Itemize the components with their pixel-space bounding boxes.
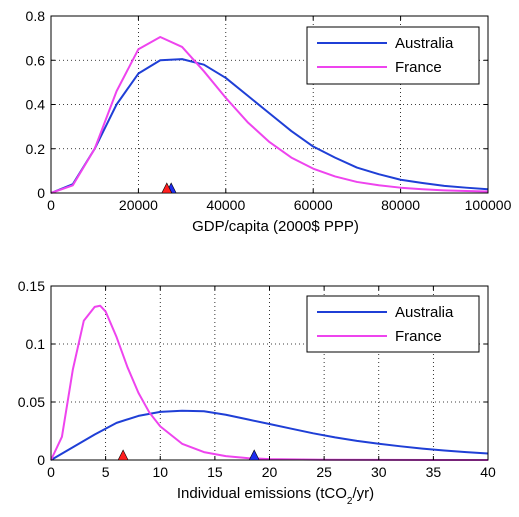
- legend-label-australia: Australia: [395, 304, 454, 321]
- x-tick-label: 20000: [119, 197, 158, 213]
- x-tick-label: 15: [207, 464, 223, 480]
- y-tick-label: 0.15: [18, 278, 45, 294]
- x-tick-label: 100000: [465, 197, 512, 213]
- y-tick-label: 0.4: [26, 97, 46, 113]
- x-tick-label: 10: [152, 464, 168, 480]
- y-tick-label: 0.2: [26, 141, 46, 157]
- y-tick-label: 0.1: [26, 336, 46, 352]
- x-tick-label: 40000: [206, 197, 245, 213]
- y-tick-label: 0.05: [18, 394, 45, 410]
- x-axis-label: GDP/capita (2000$ PPP): [192, 218, 359, 235]
- x-tick-label: 40: [480, 464, 496, 480]
- legend-label-france: France: [395, 59, 442, 76]
- x-tick-label: 0: [47, 197, 55, 213]
- series-line-australia: [50, 409, 489, 461]
- legend-box: [306, 295, 480, 353]
- marker-australia: [248, 449, 260, 461]
- x-axis-label: Individual emissions (tCO2/yr): [177, 485, 374, 507]
- x-axis-label-end: /yr): [352, 485, 374, 502]
- plot-1: 0 20000 40000 60000 80000 100000 0 0.2 0.4 0.6 0.8…: [26, 8, 512, 235]
- y-tick-label: 0: [37, 185, 45, 201]
- x-tick-label: 5: [102, 464, 110, 480]
- y-tick-label: 0.6: [26, 52, 46, 68]
- marker-france: [117, 449, 129, 461]
- y-tick-label: 0.8: [26, 8, 46, 24]
- x-tick-label: 25: [316, 464, 332, 480]
- y-tick-label: 0: [37, 452, 45, 468]
- series-line-france: [50, 36, 489, 194]
- legend: Australia France: [306, 26, 480, 85]
- x-tick-label: 30: [371, 464, 387, 480]
- series-line-australia: [50, 58, 489, 194]
- x-tick-label: 80000: [381, 197, 420, 213]
- legend-box: [306, 26, 480, 85]
- marker-france: [161, 182, 173, 194]
- x-tick-label: 35: [426, 464, 442, 480]
- plot-2: 0 5 10 15 20 25 30 35 40 0 0.05 0.1 0.15 Individual e…: [18, 278, 496, 507]
- x-tick-label: 20: [262, 464, 278, 480]
- legend-label-australia: Australia: [395, 35, 454, 52]
- x-tick-label: 0: [47, 464, 55, 480]
- legend-label-france: France: [395, 328, 442, 345]
- legend: Australia France: [306, 295, 480, 353]
- x-axis-label-subscript: 2: [347, 496, 353, 507]
- x-tick-label: 60000: [294, 197, 333, 213]
